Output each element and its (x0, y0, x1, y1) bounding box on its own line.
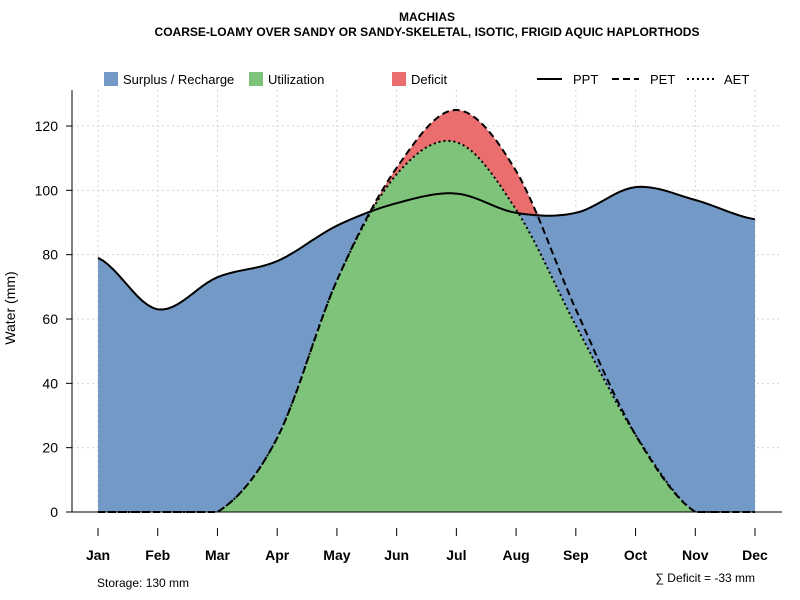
legend-label-pet: PET (650, 72, 675, 87)
legend-swatch-deficit (392, 72, 406, 86)
x-tick-label: Dec (742, 547, 768, 563)
y-tick-label: 100 (35, 182, 59, 198)
y-axis-label: Water (mm) (2, 271, 18, 344)
axes: 0 20 40 60 80 100 120 Jan Feb Mar Apr May Jun Jul Aug S… (35, 90, 782, 563)
chart-title: MACHIAS (399, 10, 455, 24)
x-tick-label: Feb (145, 547, 170, 563)
legend-label-aet: AET (724, 72, 749, 87)
x-tick-label: May (323, 547, 350, 563)
x-tick-label: Mar (205, 547, 230, 563)
x-tick-label: Jun (384, 547, 409, 563)
y-tick-label: 80 (42, 247, 58, 263)
x-tick-label: Oct (624, 547, 648, 563)
legend-label-surplus: Surplus / Recharge (123, 72, 234, 87)
legend-label-deficit: Deficit (411, 72, 448, 87)
legend-label-ppt: PPT (573, 72, 598, 87)
x-tick-label: Aug (502, 547, 529, 563)
legend-swatch-surplus (104, 72, 118, 86)
storage-note: Storage: 130 mm (97, 576, 189, 590)
x-tick-label: Sep (563, 547, 589, 563)
line-ppt (97, 185, 756, 311)
area-utilization (98, 140, 755, 513)
x-tick-label: Jan (86, 547, 110, 563)
legend-label-utilization: Utilization (268, 72, 324, 87)
y-tick-label: 120 (35, 118, 59, 134)
x-tick-label: Nov (682, 547, 709, 563)
deficit-sum: ∑ Deficit = -33 mm (655, 571, 755, 585)
series-lines (97, 108, 756, 513)
line-pet (98, 108, 755, 513)
chart-subtitle: COARSE-LOAMY OVER SANDY OR SANDY-SKELETA… (155, 25, 700, 39)
areas (98, 109, 755, 513)
y-tick-label: 40 (42, 375, 58, 391)
legend: Surplus / Recharge Utilization Deficit P… (104, 72, 749, 87)
y-tick-label: 60 (42, 311, 58, 327)
line-aet (98, 139, 755, 513)
y-tick-label: 20 (42, 440, 58, 456)
x-tick-label: Jul (446, 547, 466, 563)
y-tick-label: 0 (50, 504, 58, 520)
x-tick-label: Apr (265, 547, 290, 563)
legend-swatch-utilization (249, 72, 263, 86)
